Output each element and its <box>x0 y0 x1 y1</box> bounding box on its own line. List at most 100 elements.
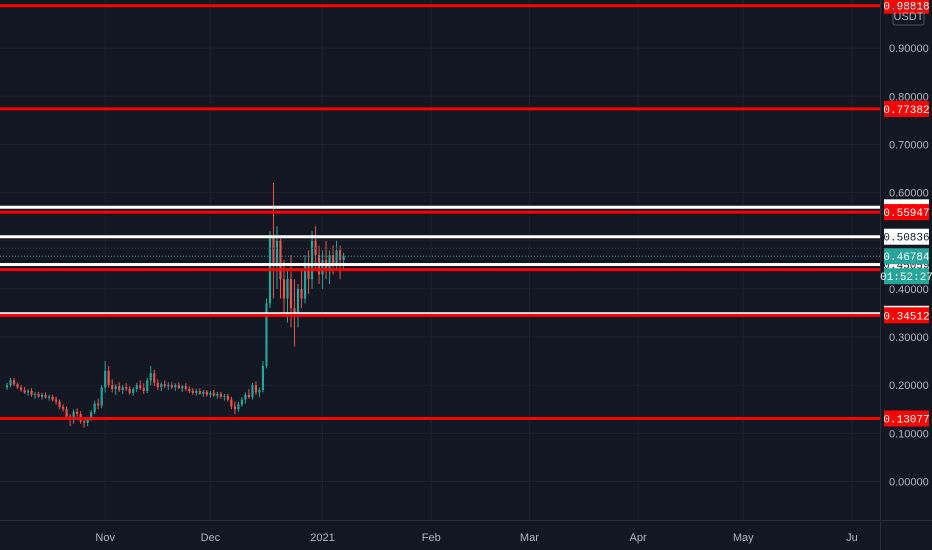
y-tick-label: 0.00000 <box>889 476 929 488</box>
candle-body <box>342 256 345 260</box>
candle-body <box>205 391 208 395</box>
candle-body <box>62 406 65 410</box>
x-tick-label: Feb <box>422 532 441 544</box>
candle-body <box>265 303 268 366</box>
candle-body <box>244 394 247 400</box>
candle-body <box>219 393 222 397</box>
candle-body <box>261 365 265 390</box>
candle-body <box>181 386 184 389</box>
candle-body <box>174 385 177 388</box>
candle-body <box>100 387 103 406</box>
candle-body <box>279 240 282 280</box>
x-tick-label: 2021 <box>310 532 334 544</box>
price-tag: 0.50836 <box>883 233 929 245</box>
candle-body <box>335 250 338 265</box>
candle-body <box>139 385 142 389</box>
candle-body <box>114 386 117 390</box>
candle-body <box>272 235 275 265</box>
y-tick-label: 0.30000 <box>889 332 929 344</box>
price-tag-bg <box>884 204 929 221</box>
candle-body <box>142 388 145 391</box>
x-tick-label: Apr <box>630 532 647 544</box>
candle-body <box>251 385 254 398</box>
candle-body <box>97 403 100 406</box>
candle-body <box>216 393 219 396</box>
candle-body <box>296 288 300 313</box>
price-tag-bg <box>884 100 929 117</box>
y-tick-label: 0.10000 <box>889 428 929 440</box>
price-tag-bg <box>884 307 929 324</box>
candle-body <box>83 421 86 423</box>
candle-body <box>321 260 324 275</box>
x-tick-label: Dec <box>201 532 221 544</box>
price-tag: 0.55947 <box>883 208 929 220</box>
candle-body <box>65 409 68 417</box>
countdown-tag-bg <box>884 268 929 285</box>
candle-body <box>40 394 44 397</box>
candle-body <box>307 264 310 280</box>
y-tick-label: 0.80000 <box>889 91 929 103</box>
candle-body <box>12 380 16 385</box>
candle-body <box>146 380 149 391</box>
candle-body <box>5 385 9 388</box>
price-tag-bg <box>884 228 929 245</box>
candle-body <box>125 387 128 390</box>
candle-body <box>254 385 258 393</box>
candle-body <box>282 279 286 299</box>
candle-body <box>160 384 163 388</box>
candle-body <box>128 389 131 393</box>
candle-body <box>303 264 307 299</box>
y-tick-label: 0.70000 <box>889 139 929 151</box>
candle-body <box>170 385 173 388</box>
candle-body <box>177 385 180 389</box>
candle-body <box>51 396 54 400</box>
y-tick-label: 0.20000 <box>889 380 929 392</box>
candle-body <box>153 373 156 383</box>
candle-body <box>44 394 47 398</box>
candle-body <box>195 390 198 393</box>
countdown-tag: 01:52:27 <box>880 272 932 284</box>
candle-body <box>90 412 93 419</box>
candle-body <box>30 390 33 395</box>
candle-body <box>289 279 293 309</box>
candle-body <box>184 386 187 390</box>
current-price-tag-bg <box>884 248 929 265</box>
candle-body <box>230 399 233 407</box>
candle-body <box>19 387 23 390</box>
x-tick-label: Mar <box>520 532 539 544</box>
current-price-tag: 0.46784 <box>883 252 930 264</box>
candle-body <box>240 399 243 405</box>
price-tag: 0.77382 <box>883 105 929 117</box>
candle-body <box>258 390 261 393</box>
candle-body <box>293 308 296 313</box>
candle-body <box>33 393 37 395</box>
candle-body <box>202 391 205 394</box>
candle-body <box>237 404 240 410</box>
candle-body <box>55 399 58 402</box>
candle-body <box>76 411 79 415</box>
y-tick-label: 0.40000 <box>889 284 929 296</box>
currency-label: USDT <box>894 11 924 23</box>
candle-body <box>226 395 229 400</box>
candle-body <box>135 385 138 390</box>
candle-body <box>93 403 96 413</box>
price-tag: 0.98818 <box>883 2 929 14</box>
y-tick-label: 0.90000 <box>889 43 929 55</box>
candle-body <box>72 411 75 420</box>
price-tag-bg <box>884 410 929 427</box>
candle-body <box>47 396 51 398</box>
y-tick-label: 0.60000 <box>889 188 929 200</box>
candle-body <box>191 390 194 393</box>
currency-box <box>892 6 925 26</box>
candle-body <box>300 288 303 299</box>
candle-body <box>26 390 30 393</box>
candle-body <box>163 384 166 387</box>
candle-body <box>107 370 110 386</box>
candle-body <box>132 389 135 393</box>
candle-body <box>188 389 191 391</box>
candle-body <box>23 390 26 393</box>
candle-body <box>9 380 12 386</box>
candle-body <box>223 395 226 397</box>
